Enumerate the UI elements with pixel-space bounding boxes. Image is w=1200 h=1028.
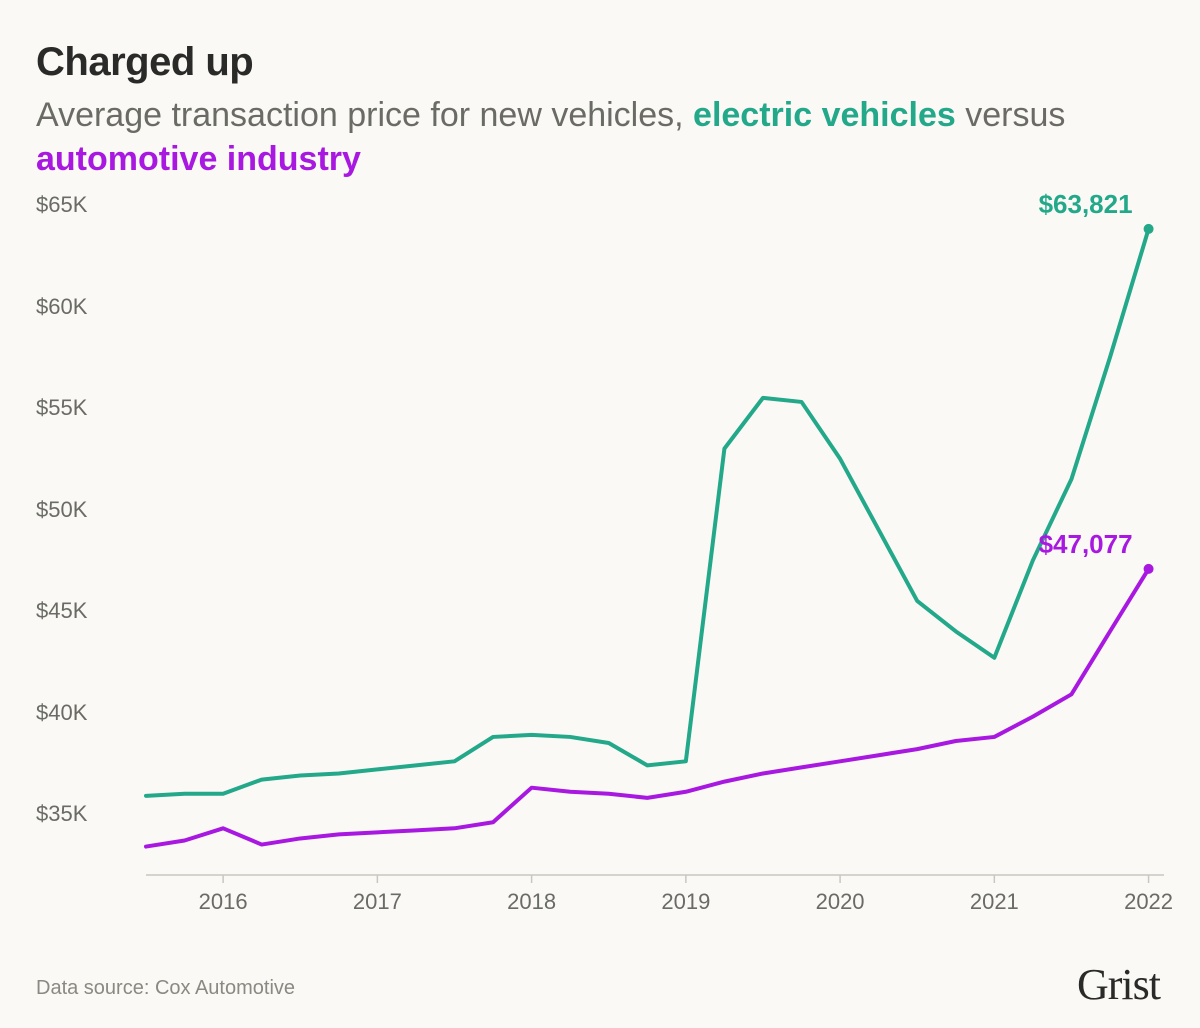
series-end-label: $47,077 — [1039, 529, 1133, 560]
x-axis-label: 2020 — [816, 889, 865, 915]
x-axis-label: 2021 — [970, 889, 1019, 915]
x-axis-label: 2018 — [507, 889, 556, 915]
data-source: Data source: Cox Automotive — [36, 977, 295, 1000]
x-axis-label: 2016 — [199, 889, 248, 915]
series-end-dot — [1144, 564, 1154, 574]
plot-area — [36, 205, 1164, 895]
chart-subtitle: Average transaction price for new vehicl… — [36, 93, 1164, 181]
series-end-dot — [1144, 224, 1154, 234]
subtitle-ev: electric vehicles — [693, 96, 956, 134]
series-automotive-industry — [146, 569, 1149, 847]
x-axis-label: 2022 — [1124, 889, 1173, 915]
series-electric-vehicles — [146, 229, 1149, 796]
chart-title: Charged up — [36, 40, 1164, 85]
x-axis-label: 2017 — [353, 889, 402, 915]
subtitle-prefix: Average transaction price for new vehicl… — [36, 96, 693, 134]
brand-logo: Grist — [1077, 959, 1160, 1010]
series-end-label: $63,821 — [1039, 189, 1133, 220]
line-chart: $35K$40K$45K$50K$55K$60K$65K201620172018… — [36, 205, 1164, 925]
subtitle-mid: versus — [956, 96, 1066, 134]
x-axis-label: 2019 — [661, 889, 710, 915]
subtitle-auto: automotive industry — [36, 140, 361, 178]
